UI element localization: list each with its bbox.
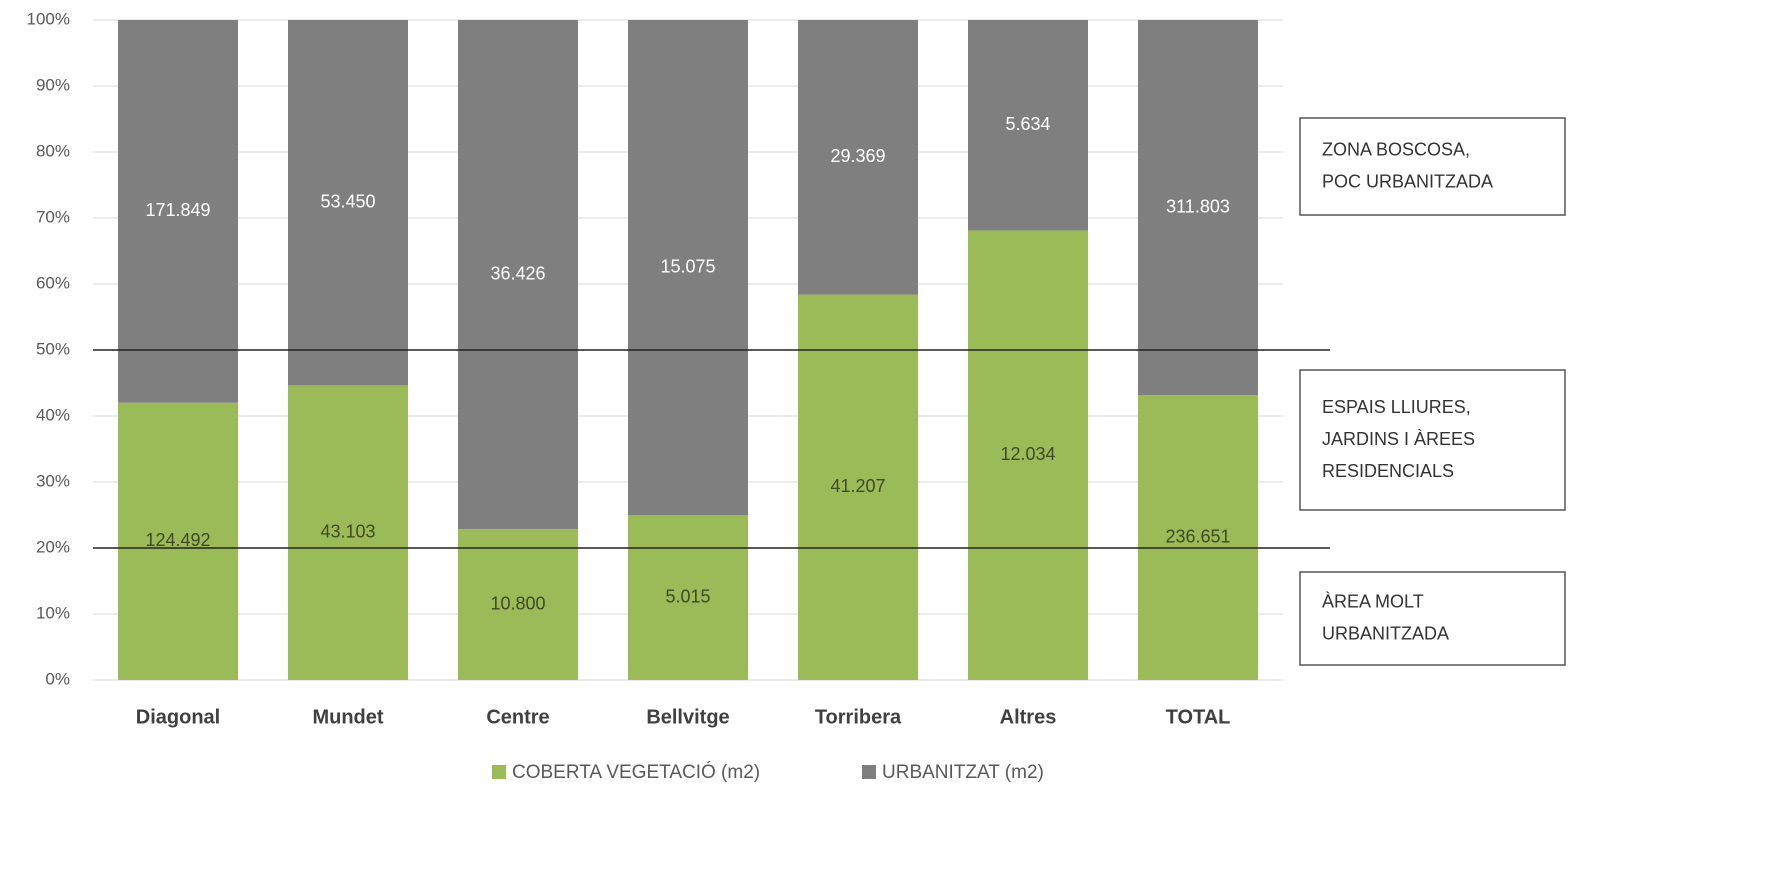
y-tick-label: 90% [36, 75, 70, 94]
bar-segment [458, 529, 578, 680]
annotation-text: POC URBANITZADA [1322, 171, 1493, 191]
annotation-text: JARDINS I ÀREES [1322, 429, 1475, 449]
bar-segment [968, 230, 1088, 680]
x-tick-label: Bellvitge [646, 706, 729, 728]
y-tick-label: 100% [27, 9, 70, 28]
y-tick-label: 60% [36, 273, 70, 292]
bar-segment [288, 20, 408, 386]
y-tick-label: 0% [45, 669, 70, 688]
bar-segment [458, 20, 578, 530]
bar-segment [1138, 395, 1258, 680]
data-label: 36.426 [490, 263, 545, 283]
data-label: 10.800 [490, 593, 545, 613]
y-tick-label: 30% [36, 471, 70, 490]
data-label: 236.651 [1165, 526, 1230, 546]
x-tick-label: TOTAL [1166, 706, 1231, 728]
annotation-text: ÀREA MOLT [1322, 591, 1424, 611]
x-tick-label: Torribera [815, 706, 902, 728]
data-label: 5.634 [1005, 114, 1050, 134]
data-label: 15.075 [660, 256, 715, 276]
bar-segment [118, 402, 238, 680]
annotation-box [1299, 571, 1566, 666]
bar-segment [118, 20, 238, 403]
x-tick-label: Diagonal [136, 706, 220, 728]
x-tick-label: Altres [1000, 706, 1057, 728]
y-tick-label: 80% [36, 141, 70, 160]
bar-segment [968, 20, 1088, 231]
annotation-text: ZONA BOSCOSA, [1322, 139, 1470, 159]
annotation-text: URBANITZADA [1322, 623, 1449, 643]
legend-label: COBERTA VEGETACIÓ (m2) [512, 761, 760, 783]
y-tick-label: 40% [36, 405, 70, 424]
data-label: 53.450 [320, 191, 375, 211]
data-label: 124.492 [145, 530, 210, 550]
x-tick-label: Mundet [312, 706, 383, 728]
data-label: 311.803 [1166, 196, 1230, 216]
data-label: 41.207 [830, 476, 885, 496]
bar-segment [628, 20, 748, 516]
annotation-text: ESPAIS LLIURES, [1322, 397, 1471, 417]
bar-segment [798, 20, 918, 295]
annotation-box [1299, 369, 1566, 511]
y-tick-label: 70% [36, 207, 70, 226]
data-label: 12.034 [1000, 444, 1055, 464]
x-tick-label: Centre [486, 706, 549, 728]
y-tick-label: 50% [36, 339, 70, 358]
annotation-text: RESIDENCIALS [1322, 461, 1454, 481]
data-label: 29.369 [830, 146, 885, 166]
annotation-box [1299, 117, 1566, 216]
legend-label: URBANITZAT (m2) [882, 762, 1044, 783]
y-tick-label: 10% [36, 603, 70, 622]
legend-swatch [492, 765, 506, 779]
data-label: 171.849 [145, 200, 210, 220]
bar-segment [288, 385, 408, 680]
data-label: 5.015 [665, 586, 710, 606]
bar-segment [628, 515, 748, 680]
bar-segment [1138, 20, 1258, 396]
bar-segment [798, 294, 918, 680]
data-label: 43.103 [320, 521, 375, 541]
legend-swatch [862, 765, 876, 779]
y-tick-label: 20% [36, 537, 70, 556]
